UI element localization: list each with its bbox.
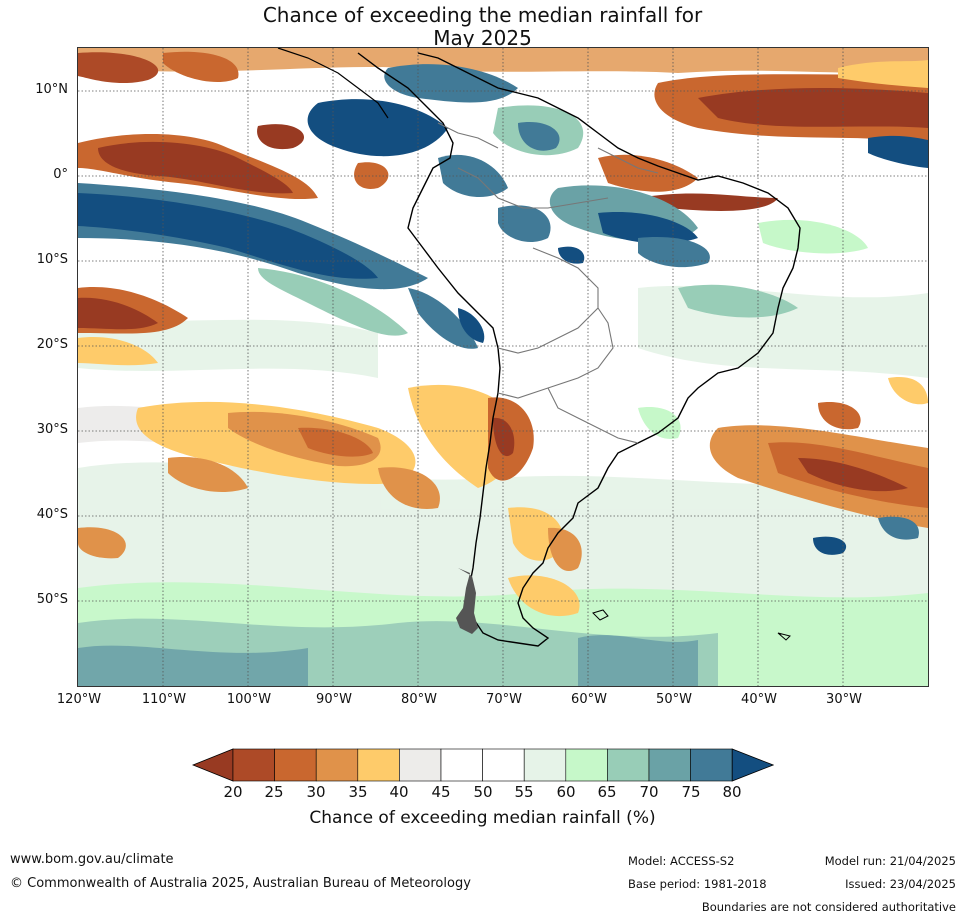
colorbar-cell	[232, 748, 275, 782]
colorbar-cell	[357, 748, 400, 782]
map-canvas	[78, 48, 928, 686]
lon-label-110w: 110°W	[141, 692, 187, 707]
rainfall-map	[77, 47, 929, 687]
colorbar-tick-25: 25	[264, 783, 284, 801]
colorbar-tick-65: 65	[597, 783, 617, 801]
lon-label-100w: 100°W	[226, 692, 272, 707]
colorbar-tick-70: 70	[639, 783, 659, 801]
colorbar-cell	[690, 748, 733, 782]
colorbar-cell	[648, 748, 691, 782]
colorbar-extend-low	[192, 748, 234, 782]
model-run-date: Model run: 21/04/2025	[824, 854, 956, 868]
colorbar-tick-60: 60	[556, 783, 576, 801]
lon-label-90w: 90°W	[316, 692, 352, 707]
colorbar-tick-80: 80	[722, 783, 742, 801]
colorbar-cell	[274, 748, 317, 782]
lat-label-20s: 20°S	[36, 337, 68, 352]
model-name: Model: ACCESS-S2	[628, 854, 735, 868]
website-link[interactable]: www.bom.gov.au/climate	[10, 852, 174, 867]
colorbar-tick-40: 40	[389, 783, 409, 801]
south-america-coastline	[357, 52, 801, 647]
colorbar-cell	[607, 748, 650, 782]
lon-label-50w: 50°W	[656, 692, 692, 707]
lon-label-70w: 70°W	[486, 692, 522, 707]
colorbar-tick-55: 55	[514, 783, 534, 801]
title-line-2: May 2025	[433, 26, 532, 50]
lat-label-0: 0°	[53, 167, 68, 182]
lon-label-120w: 120°W	[56, 692, 102, 707]
lon-label-40w: 40°W	[741, 692, 777, 707]
colorbar-cell	[440, 748, 483, 782]
colorbar-cell	[523, 748, 567, 782]
colorbar-tick-75: 75	[681, 783, 701, 801]
lat-label-30s: 30°S	[36, 422, 68, 437]
colorbar-tick-35: 35	[348, 783, 368, 801]
lat-label-10s: 10°S	[36, 252, 68, 267]
colorbar-cell	[315, 748, 359, 782]
colorbar-tick-20: 20	[223, 783, 243, 801]
colorbar-cell	[565, 748, 608, 782]
lat-label-40s: 40°S	[36, 507, 68, 522]
colorbar-label: Chance of exceeding median rainfall (%)	[309, 808, 656, 828]
colorbar-cell	[482, 748, 525, 782]
issued-date: Issued: 23/04/2025	[845, 877, 956, 891]
colorbar-tick-50: 50	[473, 783, 493, 801]
colorbar-cell	[399, 748, 442, 782]
colorbar-tick-45: 45	[431, 783, 451, 801]
lon-label-80w: 80°W	[401, 692, 437, 707]
title-line-1: Chance of exceeding the median rainfall …	[262, 3, 703, 27]
lon-label-60w: 60°W	[571, 692, 607, 707]
lon-label-30w: 30°W	[826, 692, 862, 707]
map-title: Chance of exceeding the median rainfall …	[0, 4, 965, 50]
copyright-text: © Commonwealth of Australia 2025, Austra…	[10, 876, 471, 891]
boundary-disclaimer: Boundaries are not considered authoritat…	[701, 900, 956, 914]
lat-label-50s: 50°S	[36, 592, 68, 607]
colorbar-extend-high	[731, 748, 774, 782]
colorbar-tick-30: 30	[306, 783, 326, 801]
lat-label-10n: 10°N	[35, 82, 68, 97]
base-period: Base period: 1981-2018	[628, 877, 767, 891]
colorbar	[192, 748, 774, 782]
